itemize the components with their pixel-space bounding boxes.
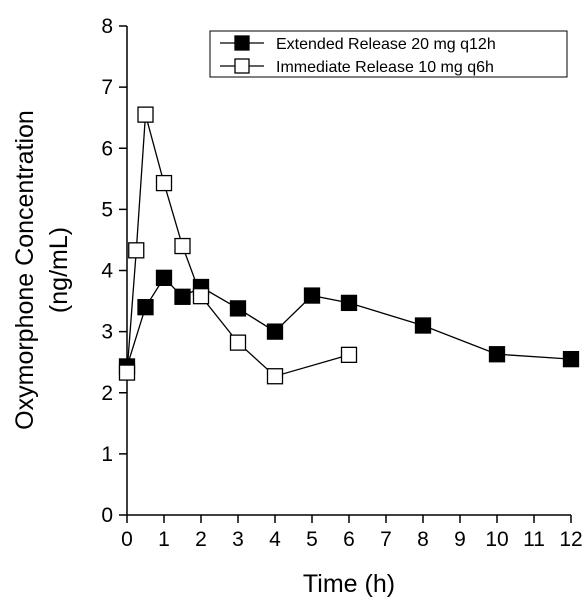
data-point [192, 288, 210, 305]
y-axis-label-line-1: Oxymorphone Concentration [11, 110, 39, 430]
x-tick-label: 6 [343, 528, 355, 551]
data-point [128, 242, 145, 259]
y-axis-label-line-2: (ng/mL) [45, 227, 73, 313]
data-point [266, 323, 284, 340]
series-2 [118, 106, 358, 385]
y-tick-label: 2 [101, 382, 113, 405]
legend: Extended Release 20 mg q12h Immediate Rel… [209, 30, 568, 78]
y-tick-label: 5 [101, 198, 113, 221]
data-point [229, 300, 247, 317]
data-point [340, 346, 358, 364]
series-1 [118, 269, 580, 375]
legend-label: Immediate Release 10 mg q6h [276, 59, 494, 76]
y-tick-label: 4 [101, 260, 113, 283]
x-tick-label: 9 [454, 528, 466, 551]
data-point [118, 364, 136, 381]
series-layer [118, 106, 580, 385]
data-point [155, 269, 173, 286]
legend-box [209, 30, 568, 78]
y-tick-label: 8 [101, 15, 113, 38]
legend-marker [234, 58, 250, 74]
y-tick-label: 7 [101, 76, 113, 99]
x-tick-label: 3 [232, 528, 244, 551]
x-tick-label: 2 [195, 528, 207, 551]
y-tick-label: 6 [101, 137, 113, 160]
x-tick-label: 7 [380, 528, 392, 551]
y-tick-label: 0 [101, 504, 113, 527]
data-point [303, 287, 321, 304]
legend-marker [234, 35, 250, 51]
data-point [137, 106, 154, 123]
data-point [266, 368, 284, 385]
x-tick-label: 4 [269, 528, 281, 551]
x-tick-label: 0 [121, 528, 133, 551]
y-tick-label: 1 [101, 443, 113, 466]
data-point [155, 174, 173, 192]
x-tick-label: 8 [417, 528, 429, 551]
x-axis-label: Time (h) [303, 570, 395, 598]
y-tick-label: 3 [101, 321, 113, 344]
x-tick-label: 1 [158, 528, 170, 551]
x-tick-label: 11 [523, 528, 545, 551]
data-point [340, 294, 358, 312]
data-point [137, 299, 154, 316]
data-point [174, 237, 191, 255]
data-point [174, 288, 191, 305]
data-point [414, 317, 432, 334]
x-tick-label: 10 [485, 528, 508, 551]
x-tick-label: 12 [559, 528, 582, 551]
data-point [562, 350, 580, 368]
legend-label: Extended Release 20 mg q12h [276, 36, 496, 53]
data-point [229, 334, 247, 351]
x-tick-label: 5 [306, 528, 318, 551]
data-point [488, 346, 506, 363]
